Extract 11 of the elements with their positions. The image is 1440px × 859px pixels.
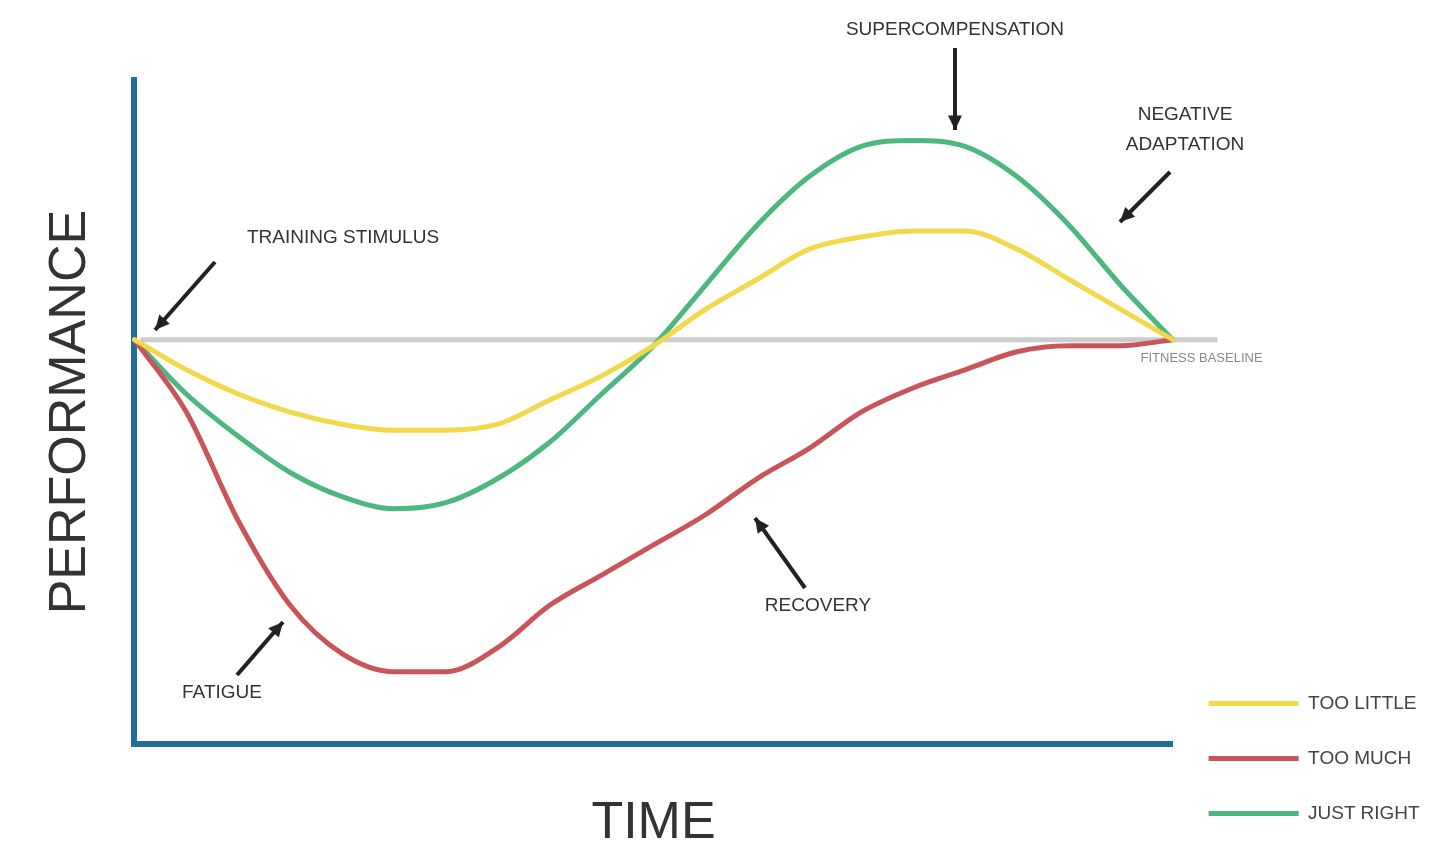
annotation: NEGATIVE ADAPTATION	[1125, 103, 1245, 155]
legend-label: TOO MUCH	[1308, 746, 1412, 768]
legend-label: JUST RIGHT	[1308, 801, 1421, 823]
legend-label: TOO LITTLE	[1308, 691, 1417, 713]
y-axis-title: PERFORMANCE	[37, 209, 96, 615]
annotation: FATIGUE	[182, 681, 262, 703]
annotation: TRAINING STIMULUS	[246, 226, 440, 248]
annotation: RECOVERY	[764, 594, 872, 616]
text: SUPERCOMPENSATION	[845, 18, 1065, 40]
x-axis-title: TIME	[591, 791, 716, 850]
ref-line-label: FITNESS BASELINE	[1140, 349, 1263, 365]
